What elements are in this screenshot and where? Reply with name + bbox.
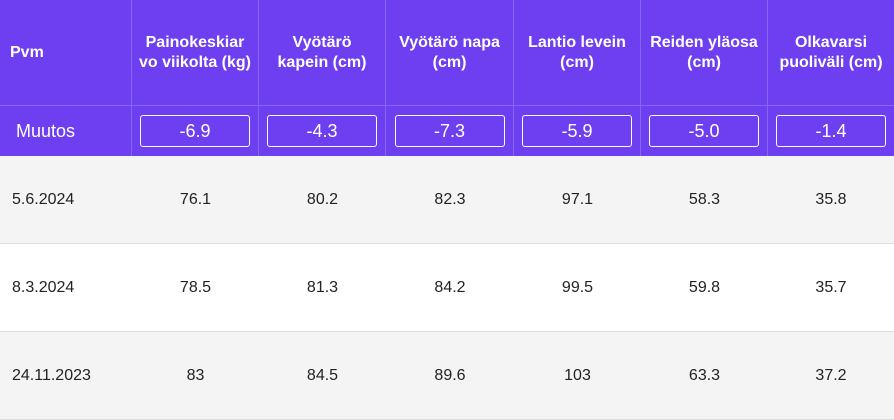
row-arm: 35.8 xyxy=(815,190,847,208)
table-row: 8.3.2024 78.5 81.3 84.2 99.5 59.8 35.7 xyxy=(0,244,894,332)
change-label: Muutos xyxy=(0,106,132,156)
change-thigh: -5.0 xyxy=(649,115,759,147)
row-date: 8.3.2024 xyxy=(12,278,75,296)
row-weight: 76.1 xyxy=(179,190,212,208)
row-hip: 99.5 xyxy=(561,278,594,296)
row-weight: 78.5 xyxy=(179,278,212,296)
header-upper-arm-mid: Olkavarsi puoliväli (cm) xyxy=(779,33,883,71)
table-row: 24.11.2023 83 84.5 89.6 103 63.3 37.2 xyxy=(0,332,894,420)
change-hip: -5.9 xyxy=(522,115,632,147)
row-weight: 83 xyxy=(186,366,205,384)
header-weight-avg: Painokeskiar vo viikolta (kg) xyxy=(132,0,259,105)
table-row: 5.6.2024 76.1 80.2 82.3 97.1 58.3 35.8 xyxy=(0,156,894,244)
row-arm: 37.2 xyxy=(815,366,847,384)
header-date: Pvm xyxy=(0,0,132,105)
row-waist-navel: 84.2 xyxy=(434,278,466,296)
change-waist-navel: -7.3 xyxy=(394,115,505,147)
row-arm: 35.7 xyxy=(815,278,847,296)
row-thigh: 58.3 xyxy=(688,190,721,208)
row-waist-narrowest: 81.3 xyxy=(306,278,339,296)
change-arm: -1.4 xyxy=(776,115,886,147)
row-hip: 97.1 xyxy=(561,190,594,208)
header-upper-thigh: Reiden yläosa (cm) xyxy=(641,0,768,105)
row-thigh: 63.3 xyxy=(688,366,721,384)
row-thigh: 59.8 xyxy=(688,278,721,296)
change-weight: -6.9 xyxy=(140,115,250,147)
change-row: Muutos -6.9 -4.3 -7.3 -5.9 -5.0 -1.4 xyxy=(0,105,894,156)
header-hip-widest: Lantio levein (cm) xyxy=(514,0,641,105)
row-waist-narrowest: 84.5 xyxy=(306,366,339,384)
row-waist-navel: 82.3 xyxy=(434,190,466,208)
row-hip: 103 xyxy=(564,366,591,384)
row-waist-narrowest: 80.2 xyxy=(306,190,339,208)
row-date: 5.6.2024 xyxy=(12,190,75,208)
header-waist-narrowest: Vyötärö kapein (cm) xyxy=(259,0,386,105)
row-date: 24.11.2023 xyxy=(12,366,91,384)
change-waist-narrowest: -4.3 xyxy=(267,115,377,147)
table-header-row: Pvm Painokeskiar vo viikolta (kg) Vyötär… xyxy=(0,0,894,105)
header-waist-navel: Vyötärö napa (cm) xyxy=(386,0,514,105)
row-waist-navel: 89.6 xyxy=(434,366,466,384)
